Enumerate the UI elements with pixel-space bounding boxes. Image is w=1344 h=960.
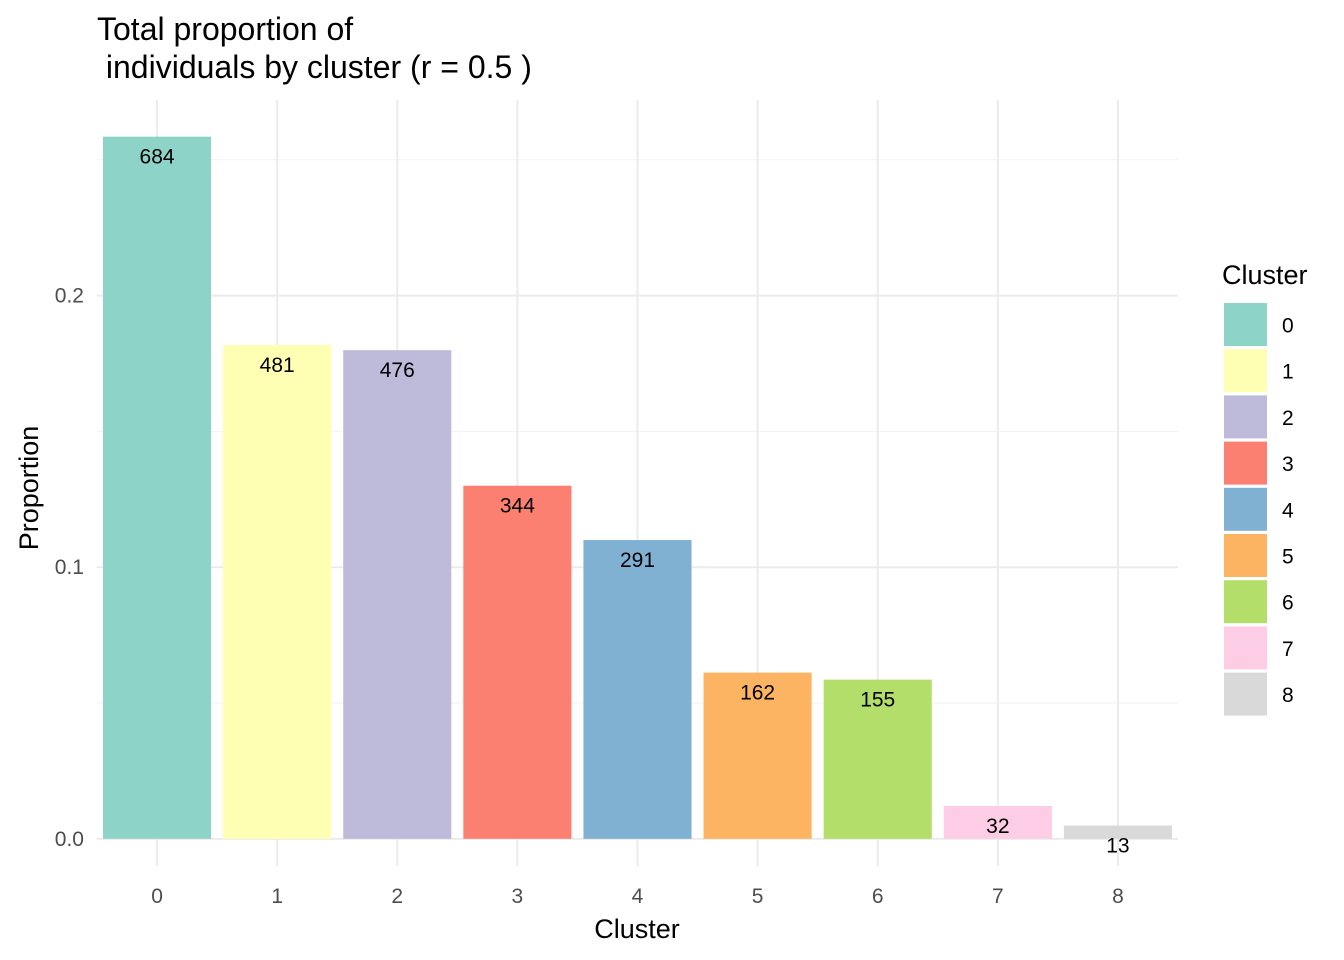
legend-key-0 <box>1224 303 1267 346</box>
bar-cluster-6 <box>823 679 932 839</box>
legend-key-2 <box>1224 395 1267 439</box>
chart-title-line-1: Total proportion of <box>97 11 353 47</box>
bar-count-label: 476 <box>380 359 415 382</box>
bar-count-label: 13 <box>1106 835 1129 858</box>
bar-cluster-5 <box>703 672 812 839</box>
x-tick-label: 8 <box>1112 885 1124 908</box>
bar-cluster-7 <box>943 805 1052 839</box>
bar-count-label: 162 <box>740 682 775 705</box>
x-axis-ticks: 0 1 2 3 4 5 6 7 8 <box>151 885 1124 908</box>
legend-key-1 <box>1224 349 1267 393</box>
x-tick-label: 6 <box>872 885 884 908</box>
legend-label: 4 <box>1282 499 1294 522</box>
bar-labels: 684 481 476 344 291 162 155 32 13 <box>140 146 1130 858</box>
x-axis-title: Cluster <box>594 914 680 944</box>
bar-count-label: 481 <box>260 354 295 377</box>
bar-cluster-2 <box>343 350 452 839</box>
bar-cluster-8 <box>1063 825 1172 839</box>
legend-label: 7 <box>1282 638 1294 661</box>
x-tick-label: 2 <box>391 885 403 908</box>
legend-items: 0 1 2 3 4 5 6 7 8 <box>1224 303 1294 716</box>
bar-count-label: 155 <box>860 689 895 712</box>
bar-cluster-3 <box>463 485 572 839</box>
x-tick-label: 7 <box>992 885 1004 908</box>
y-tick-label: 0.2 <box>55 285 84 308</box>
x-tick-label: 1 <box>271 885 283 908</box>
bar-count-label: 344 <box>500 495 535 518</box>
bar-count-label: 684 <box>140 146 175 169</box>
legend-key-4 <box>1224 487 1267 531</box>
legend-label: 8 <box>1282 684 1294 707</box>
legend-title: Cluster <box>1222 260 1308 290</box>
y-axis-ticks: 0.0 0.1 0.2 <box>55 285 84 851</box>
legend-key-6 <box>1224 580 1267 624</box>
legend-key-7 <box>1224 626 1267 670</box>
legend-label: 5 <box>1282 546 1294 569</box>
bars <box>103 136 1172 839</box>
bar-cluster-4 <box>583 540 692 839</box>
bar-count-label: 32 <box>986 815 1009 838</box>
legend-label: 1 <box>1282 361 1294 384</box>
bar-cluster-0 <box>103 136 212 839</box>
chart-title-line-2: individuals by cluster (r = 0.5 ) <box>97 49 532 85</box>
legend-key-5 <box>1224 534 1267 577</box>
legend-label: 3 <box>1282 453 1294 476</box>
x-tick-label: 4 <box>632 885 644 908</box>
x-tick-label: 3 <box>512 885 524 908</box>
y-tick-label: 0.0 <box>55 828 84 851</box>
y-axis-title: Proportion <box>14 426 44 551</box>
bar-cluster-1 <box>223 345 332 839</box>
legend: Cluster 0 1 2 3 4 5 6 7 8 <box>1222 260 1308 716</box>
x-tick-label: 5 <box>752 885 764 908</box>
legend-label: 2 <box>1282 407 1294 430</box>
y-tick-label: 0.1 <box>55 556 84 579</box>
x-tick-label: 0 <box>151 885 163 908</box>
legend-key-3 <box>1224 441 1267 485</box>
legend-key-8 <box>1224 672 1267 716</box>
bar-count-label: 291 <box>620 549 655 572</box>
legend-label: 0 <box>1282 315 1294 338</box>
legend-label: 6 <box>1282 592 1294 615</box>
